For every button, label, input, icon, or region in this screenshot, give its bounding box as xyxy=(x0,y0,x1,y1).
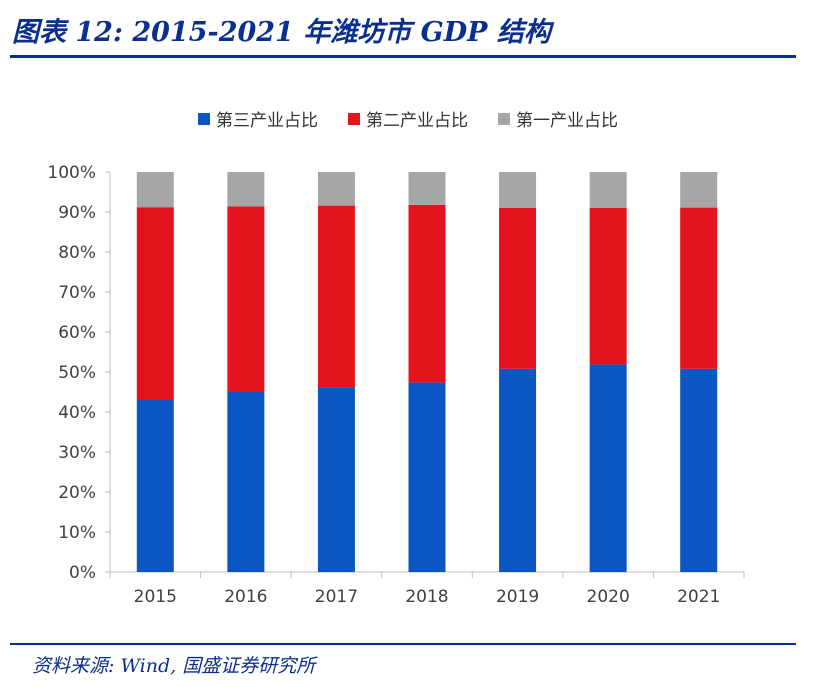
bar-segment xyxy=(136,207,174,400)
legend-label-secondary: 第二产业占比 xyxy=(366,111,468,131)
bar-segment xyxy=(227,206,265,392)
figure-title: 图表 12: 2015-2021 年潍坊市 GDP 结构 xyxy=(12,17,551,48)
y-tick-label: 30% xyxy=(58,443,96,463)
footer-divider xyxy=(10,643,796,645)
y-tick-label: 90% xyxy=(58,203,96,223)
legend-label-primary: 第一产业占比 xyxy=(516,111,618,131)
y-tick-label: 70% xyxy=(58,283,96,303)
bar-segment xyxy=(680,368,718,572)
bar-segment xyxy=(589,172,627,208)
bar-segment xyxy=(317,387,355,572)
legend-item-tertiary: 第三产业占比 xyxy=(198,106,318,131)
bar-segment xyxy=(408,382,446,572)
bar-segment xyxy=(499,368,537,572)
legend-swatch-primary xyxy=(498,112,510,125)
y-tick-label: 50% xyxy=(58,363,96,383)
y-tick-label: 80% xyxy=(58,243,96,263)
bar-segment xyxy=(317,172,355,206)
legend-label-tertiary: 第三产业占比 xyxy=(216,111,318,131)
legend-item-primary: 第一产业占比 xyxy=(498,106,618,131)
legend-swatch-secondary xyxy=(348,112,360,125)
y-tick-label: 0% xyxy=(69,563,96,583)
x-tick-label: 2018 xyxy=(405,587,448,607)
y-tick-label: 60% xyxy=(58,323,96,343)
x-tick-label: 2021 xyxy=(677,587,720,607)
x-tick-label: 2020 xyxy=(587,587,630,607)
bar-segment xyxy=(227,392,265,572)
bar-segment xyxy=(499,208,537,369)
bar-segment xyxy=(136,172,174,208)
y-tick-label: 40% xyxy=(58,403,96,423)
bar-segment xyxy=(680,172,718,208)
legend-swatch-tertiary xyxy=(198,112,210,125)
chart-legend: 第三产业占比 第二产业占比 第一产业占比 xyxy=(0,106,816,131)
x-tick-label: 2016 xyxy=(224,587,267,607)
bar-segment xyxy=(589,364,627,572)
bar-segment xyxy=(408,172,446,205)
x-tick-label: 2015 xyxy=(134,587,177,607)
bar-segment xyxy=(317,205,355,388)
bar-segment xyxy=(680,207,718,369)
source-note: 资料来源: Wind, 国盛证券研究所 xyxy=(32,655,316,677)
legend-item-secondary: 第二产业占比 xyxy=(348,106,468,131)
y-tick-label: 10% xyxy=(58,523,96,543)
x-tick-label: 2017 xyxy=(315,587,358,607)
bar-segment xyxy=(408,204,446,383)
bar-segment xyxy=(227,172,265,207)
x-tick-label: 2019 xyxy=(496,587,539,607)
bar-segment xyxy=(136,400,174,572)
y-tick-label: 100% xyxy=(47,163,96,183)
bar-segment xyxy=(499,172,537,208)
bar-segment xyxy=(589,208,627,365)
y-tick-label: 20% xyxy=(58,483,96,503)
title-divider xyxy=(10,55,796,58)
